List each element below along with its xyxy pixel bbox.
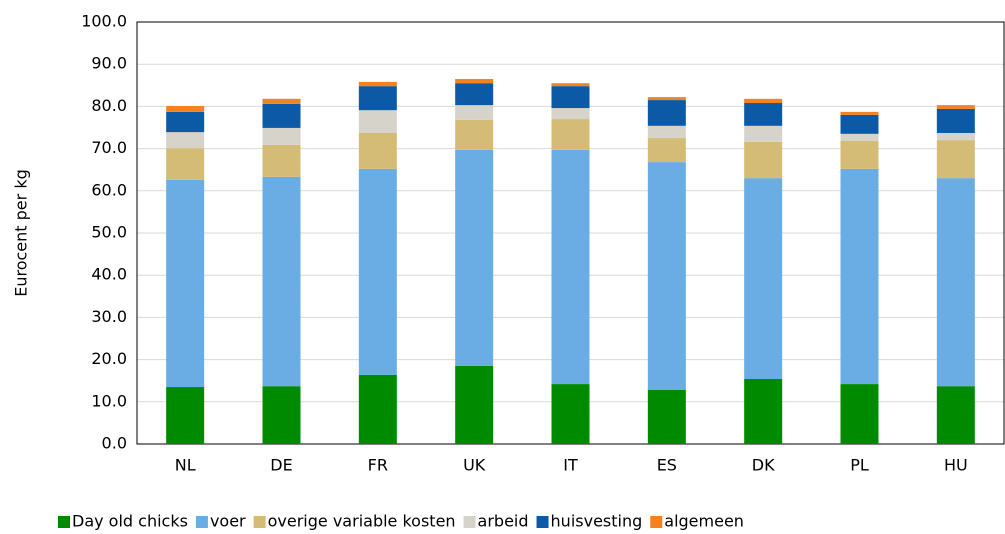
bar-segment: [358, 374, 397, 444]
bar-segment: [936, 108, 975, 133]
legend-marker: [58, 516, 70, 528]
x-tick-label: NL: [175, 456, 196, 475]
bar-segment: [455, 149, 494, 366]
bar-segment: [647, 125, 686, 139]
bar-segment: [262, 127, 301, 145]
legend-marker: [463, 516, 476, 528]
y-tick-label: 0.0: [102, 434, 127, 453]
bar-segment: [744, 379, 783, 444]
x-tick-label: FR: [368, 456, 388, 475]
bar-segment: [358, 86, 397, 111]
bar-segment: [647, 162, 686, 390]
bar-segment: [166, 105, 205, 112]
bar-segment: [647, 138, 686, 163]
bar-segment: [166, 148, 205, 180]
y-tick-label: 40.0: [91, 265, 127, 284]
legend-marker: [650, 516, 663, 528]
legend-label: Day old chicks: [72, 512, 188, 531]
x-tick-label: DK: [752, 456, 775, 475]
y-tick-label: 80.0: [91, 96, 127, 115]
bar-segment: [840, 111, 879, 115]
bar-segment: [551, 384, 590, 444]
x-tick-label: DE: [270, 456, 292, 475]
legend-label: voer: [210, 512, 246, 531]
bar-segment: [647, 389, 686, 444]
bar-segment: [166, 132, 205, 149]
y-tick-label: 30.0: [91, 307, 127, 326]
bar-segment: [551, 83, 590, 87]
bar-segment: [455, 78, 494, 84]
y-tick-label: 20.0: [91, 349, 127, 368]
bar-segment: [551, 86, 590, 109]
legend-marker: [195, 516, 208, 528]
bar-segment: [166, 179, 205, 388]
y-tick-label: 90.0: [91, 54, 127, 73]
bar-segment: [262, 103, 301, 128]
bar-segment: [262, 144, 301, 177]
bar-segment: [936, 105, 975, 109]
bar-segment: [455, 119, 494, 150]
y-tick-label: 60.0: [91, 180, 127, 199]
bar-segment: [744, 98, 783, 104]
y-axis-label: Eurocent per kg: [12, 169, 31, 297]
bar-segment: [358, 168, 397, 375]
bar-segment: [551, 108, 590, 120]
y-tick-label: 70.0: [91, 138, 127, 157]
bar-segment: [936, 140, 975, 179]
x-tick-label: PL: [850, 456, 869, 475]
x-tick-label: UK: [463, 456, 486, 475]
bar-segment: [166, 111, 205, 133]
bar-segment: [936, 178, 975, 387]
bar-segment: [744, 141, 783, 179]
bar-segment: [647, 100, 686, 126]
bar-segment: [551, 119, 590, 150]
bar-segment: [936, 132, 975, 141]
bar-segment: [840, 133, 879, 142]
bar-segment: [166, 387, 205, 444]
bar-segment: [936, 386, 975, 444]
bar-segment: [551, 149, 590, 385]
legend-label: overige variable kosten: [268, 512, 456, 531]
bar-segment: [262, 176, 301, 387]
x-tick-label: HU: [944, 456, 968, 475]
y-tick-label: 10.0: [91, 391, 127, 410]
bar-segment: [840, 141, 879, 169]
bar-segment: [840, 168, 879, 385]
bar-segment: [262, 386, 301, 444]
bar-segment: [840, 384, 879, 444]
x-tick-label: IT: [563, 456, 578, 475]
y-tick-label: 50.0: [91, 223, 127, 242]
bar-segment: [358, 110, 397, 133]
bar-segment: [744, 103, 783, 126]
bar-segment: [744, 178, 783, 380]
bar-segment: [358, 81, 397, 87]
bar-segment: [455, 365, 494, 444]
bar-segment: [455, 105, 494, 120]
bar-segment: [262, 98, 301, 104]
bar-segment: [358, 132, 397, 169]
legend-marker: [253, 516, 266, 528]
legend-label: huisvesting: [551, 512, 643, 531]
bar-segment: [455, 83, 494, 106]
bar-segment: [744, 125, 783, 142]
legend-label: algemeen: [664, 512, 744, 531]
legend-marker: [536, 516, 549, 528]
x-tick-label: ES: [657, 456, 677, 475]
bar-segment: [840, 114, 879, 134]
y-tick-label: 100.0: [81, 12, 127, 31]
legend-label: arbeid: [478, 512, 529, 531]
bar-segment: [647, 97, 686, 101]
